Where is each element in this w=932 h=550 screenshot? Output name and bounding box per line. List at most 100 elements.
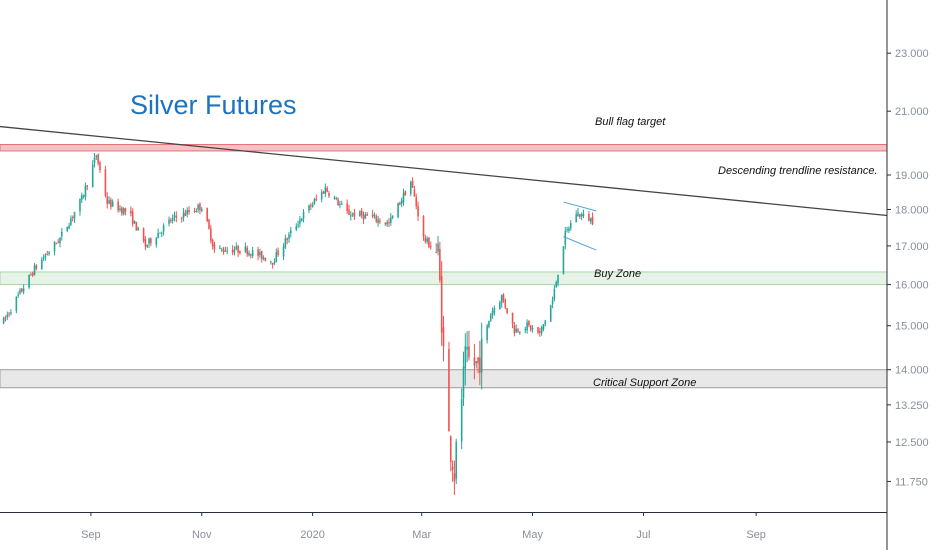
candle-body [513,325,516,334]
y-tick-label: 12.500 [895,437,929,449]
candle-body [180,218,183,220]
candle-body [449,436,452,462]
candle-body [259,252,261,255]
candle-body [511,312,514,324]
candle-body [19,289,21,294]
candle-body [117,201,119,211]
x-tick-label: May [522,529,543,541]
candle-body [31,273,34,276]
x-tick-label: Sep [81,529,101,541]
candle-body [339,204,341,206]
candle-body [160,232,163,234]
candle-body [580,214,583,217]
candle-body [335,197,338,199]
candle-body [35,265,38,269]
candle-body [351,213,354,215]
candle-body [506,308,508,314]
candle-body [524,329,527,331]
x-tick-label: Nov [192,529,212,541]
annotation-label: Bull flag target [595,116,666,128]
annotation-label: Descending trendline resistance. [718,165,878,177]
candle-body [348,209,350,216]
candle-body [93,157,96,163]
candle-body [300,218,303,222]
candle-body [175,215,178,218]
candle-body [142,228,145,241]
candle-body [257,249,259,256]
candle-body [286,238,288,241]
candle-body [124,208,127,212]
candle-body [362,214,365,220]
candle-body [544,320,547,325]
candle-body [588,214,590,221]
y-tick-label: 16.000 [895,280,929,292]
candle-body [517,329,519,332]
candle-body [402,192,405,203]
candle-body [144,239,147,247]
candle-body [388,222,390,224]
candle-body [288,234,290,239]
candle-body [364,214,367,219]
candle-body [248,252,250,256]
candle-body [135,222,138,231]
candle-body [359,211,361,217]
candle-body [371,214,374,217]
candle-body [435,252,438,254]
candle-body [22,288,25,292]
candle-body [199,203,201,210]
annotation-labels: Bull flag target Descending trendline res… [593,116,878,389]
candle-body [313,199,316,204]
candle-body [41,259,43,269]
x-tick-label: Mar [412,529,431,541]
candle-body [564,231,567,246]
candle-body [91,164,94,188]
zone-band [0,271,888,286]
candle-body [159,232,161,234]
candle-body [155,238,158,245]
y-tick-label: 23.000 [895,48,929,60]
candle-body [206,208,209,222]
candle-body [389,217,392,223]
zone-band [0,369,888,389]
candle-body [360,210,363,216]
candle-body [188,210,190,213]
candle-body [295,226,298,230]
candle-body [28,274,30,288]
candle-body [130,210,132,214]
x-tick-label: Sep [746,529,766,541]
candle-body [284,238,287,248]
candle-body [111,201,114,207]
candle-body [220,248,223,250]
annotation-bands [0,144,888,389]
flag-channel-line [563,201,597,212]
candle-body [21,288,23,292]
candle-body [231,249,234,253]
candle-body [211,239,214,247]
candle-body [504,300,507,308]
candle-body [480,338,483,373]
candle-body [6,314,9,318]
trendlines [0,125,888,251]
candle-body [315,198,318,200]
y-tick-label: 11.750 [895,476,928,488]
candle-body [529,325,532,330]
candle-body [59,237,61,243]
candle-body [310,205,312,207]
candle-body [122,208,125,215]
candle-body [489,314,492,322]
candle-body [379,220,381,223]
candle-body [429,246,432,248]
candle-body [168,219,170,224]
candle-body [569,223,572,229]
candle-body [131,211,134,225]
candle-body [400,200,403,204]
candle-body [428,237,430,248]
candle-body [250,254,252,256]
candle-body [80,195,83,200]
candle-body [219,247,221,249]
candle-body [531,328,534,330]
candle-body [437,243,439,252]
y-tick-label: 15.000 [895,321,929,333]
